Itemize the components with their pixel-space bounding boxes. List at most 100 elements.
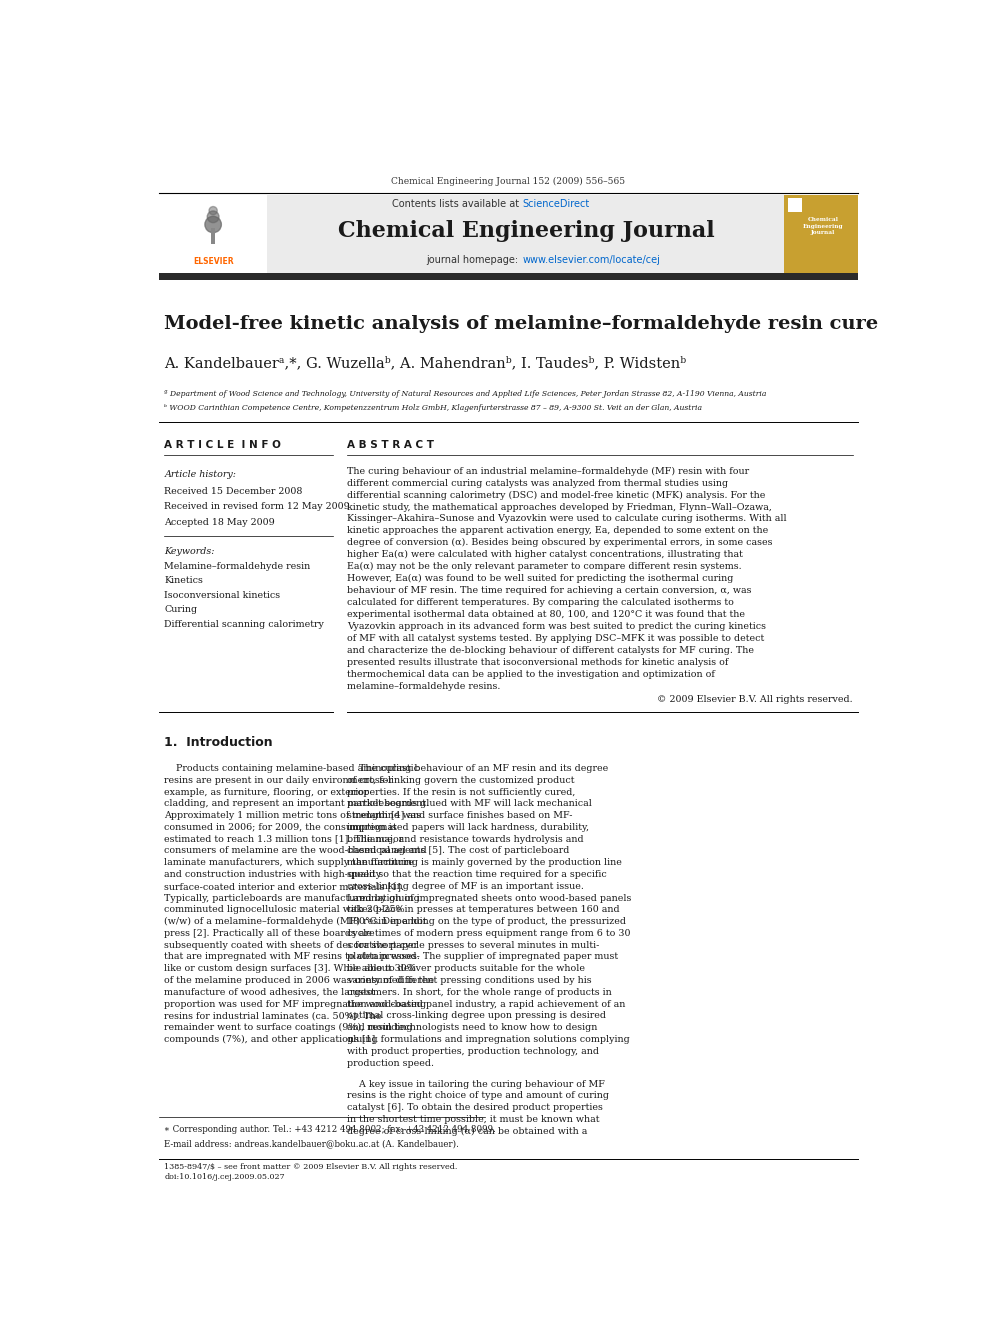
Text: A B S T R A C T: A B S T R A C T [347, 441, 434, 450]
Text: © 2009 Elsevier B.V. All rights reserved.: © 2009 Elsevier B.V. All rights reserved… [657, 695, 852, 704]
Text: Isoconversional kinetics: Isoconversional kinetics [165, 591, 281, 599]
Text: Received in revised form 12 May 2009: Received in revised form 12 May 2009 [165, 503, 350, 511]
Text: be able to deliver products suitable for the whole: be able to deliver products suitable for… [347, 964, 585, 974]
Text: Typically, particleboards are manufactured by gluing: Typically, particleboards are manufactur… [165, 893, 420, 902]
Text: cycle times of modern press equipment range from 6 to 30: cycle times of modern press equipment ra… [347, 929, 631, 938]
Text: www.elsevier.com/locate/cej: www.elsevier.com/locate/cej [523, 255, 661, 266]
Text: Chemical Engineering Journal 152 (2009) 556–565: Chemical Engineering Journal 152 (2009) … [391, 177, 626, 187]
Text: Products containing melamine-based aminoplastic: Products containing melamine-based amino… [165, 763, 420, 773]
Circle shape [205, 216, 221, 233]
Text: and characterize the de-blocking behaviour of different catalysts for MF curing.: and characterize the de-blocking behavio… [347, 646, 754, 655]
Text: thermochemical data can be applied to the investigation and optimization of: thermochemical data can be applied to th… [347, 669, 715, 679]
Text: Keywords:: Keywords: [165, 546, 215, 556]
Text: Article history:: Article history: [165, 470, 236, 479]
Text: estimated to reach 1.3 million tons [1]. The major: estimated to reach 1.3 million tons [1].… [165, 835, 404, 844]
Text: Ea(α) may not be the only relevant parameter to compare different resin systems.: Ea(α) may not be the only relevant param… [347, 562, 742, 572]
Text: customers. In short, for the whole range of products in: customers. In short, for the whole range… [347, 988, 612, 996]
Text: E-mail address: andreas.kandelbauer@boku.ac.at (A. Kandelbauer).: E-mail address: andreas.kandelbauer@boku… [165, 1139, 459, 1148]
Text: in the shortest time possible, it must be known what: in the shortest time possible, it must b… [347, 1115, 600, 1123]
Text: production speed.: production speed. [347, 1058, 434, 1068]
Text: manufacture of wood adhesives, the largest: manufacture of wood adhesives, the large… [165, 988, 375, 996]
Text: ScienceDirect: ScienceDirect [523, 200, 590, 209]
Text: 1.  Introduction: 1. Introduction [165, 736, 273, 749]
Text: degree of cross-linking (α) can be obtained with a: degree of cross-linking (α) can be obtai… [347, 1127, 587, 1135]
Text: resins for industrial laminates (ca. 50%). The: resins for industrial laminates (ca. 50%… [165, 1011, 382, 1020]
Text: higher Ea(α) were calculated with higher catalyst concentrations, illustrating t: higher Ea(α) were calculated with higher… [347, 550, 743, 560]
Text: consumers of melamine are the wood-based panel and: consumers of melamine are the wood-based… [165, 847, 427, 856]
Text: laminate manufacturers, which supply the furniture: laminate manufacturers, which supply the… [165, 859, 415, 868]
Bar [210, 229, 215, 243]
Text: Differential scanning calorimetry: Differential scanning calorimetry [165, 620, 324, 630]
Text: cross-linking degree of MF is an important issue.: cross-linking degree of MF is an importa… [347, 882, 584, 890]
Text: degree of conversion (α). Besides being obscured by experimental errors, in some: degree of conversion (α). Besides being … [347, 538, 773, 548]
Text: However, Ea(α) was found to be well suited for predicting the isothermal curing: However, Ea(α) was found to be well suit… [347, 574, 733, 583]
Text: proportion was used for MF impregnation and coating: proportion was used for MF impregnation … [165, 1000, 427, 1008]
Text: properties. If the resin is not sufficiently cured,: properties. If the resin is not sufficie… [347, 787, 575, 796]
Text: optimal cross-linking degree upon pressing is desired: optimal cross-linking degree upon pressi… [347, 1011, 606, 1020]
Text: Kissinger–Akahira–Sunose and Vyazovkin were used to calculate curing isotherms. : Kissinger–Akahira–Sunose and Vyazovkin w… [347, 515, 787, 524]
Text: calculated for different temperatures. By comparing the calculated isotherms to: calculated for different temperatures. B… [347, 598, 734, 607]
Text: that are impregnated with MF resins to obtain wood-: that are impregnated with MF resins to o… [165, 953, 421, 962]
Bar [159, 194, 858, 273]
Text: ª Department of Wood Science and Technology, University of Natural Resources and: ª Department of Wood Science and Technol… [165, 389, 767, 398]
Text: chemical agents [5]. The cost of particleboard: chemical agents [5]. The cost of particl… [347, 847, 569, 856]
Text: ᵇ WOOD Carinthian Competence Centre, Kompetenzzentrum Holz GmbH, Klagenfurterstr: ᵇ WOOD Carinthian Competence Centre, Kom… [165, 405, 702, 413]
Text: Chemical Engineering Journal: Chemical Engineering Journal [337, 220, 714, 242]
Text: A key issue in tailoring the curing behaviour of MF: A key issue in tailoring the curing beha… [347, 1080, 605, 1089]
Text: Kinetics: Kinetics [165, 577, 203, 585]
Text: subsequently coated with sheets of decorative paper: subsequently coated with sheets of decor… [165, 941, 419, 950]
Text: gluing formulations and impregnation solutions complying: gluing formulations and impregnation sol… [347, 1035, 630, 1044]
Text: particleboards glued with MF will lack mechanical: particleboards glued with MF will lack m… [347, 799, 592, 808]
Text: like or custom design surfaces [3]. While about 30%: like or custom design surfaces [3]. Whil… [165, 964, 416, 974]
Text: 1385-8947/$ – see front matter © 2009 Elsevier B.V. All rights reserved.: 1385-8947/$ – see front matter © 2009 El… [165, 1163, 457, 1171]
Circle shape [207, 210, 219, 222]
Text: and construction industries with high-quality: and construction industries with high-qu… [165, 871, 382, 878]
Text: Lamination of impregnated sheets onto wood-based panels: Lamination of impregnated sheets onto wo… [347, 893, 632, 902]
Text: kinetic study, the mathematical approaches developed by Friedman, Flynn–Wall–Oza: kinetic study, the mathematical approach… [347, 503, 772, 512]
Text: cladding, and represent an important market segment.: cladding, and represent an important mar… [165, 799, 430, 808]
Bar [785, 194, 858, 273]
Text: behaviour of MF resin. The time required for achieving a certain conversion, α, : behaviour of MF resin. The time required… [347, 586, 752, 595]
Text: Chemical
Engineering
Journal: Chemical Engineering Journal [803, 217, 843, 235]
Text: journal homepage:: journal homepage: [427, 255, 522, 266]
Text: comminuted lignocellulosic material with 20–25%: comminuted lignocellulosic material with… [165, 905, 405, 914]
Text: Accepted 18 May 2009: Accepted 18 May 2009 [165, 517, 275, 527]
Text: of the melamine produced in 2006 was consumed in the: of the melamine produced in 2006 was con… [165, 976, 434, 986]
Text: impregnated papers will lack hardness, durability,: impregnated papers will lack hardness, d… [347, 823, 589, 832]
Text: kinetic approaches the apparent activation energy, Ea, depended to some extent o: kinetic approaches the apparent activati… [347, 527, 769, 536]
Text: Contents lists available at: Contents lists available at [392, 200, 522, 209]
Text: with product properties, production technology, and: with product properties, production tech… [347, 1046, 599, 1056]
Text: variety of different pressing conditions used by his: variety of different pressing conditions… [347, 976, 592, 986]
Text: ELSEVIER: ELSEVIER [192, 258, 233, 266]
Text: Approximately 1 million metric tons of melamine was: Approximately 1 million metric tons of m… [165, 811, 422, 820]
Text: ∗ Corresponding author. Tel.: +43 4212 494 8002; fax: +43 4212 494 8099.: ∗ Corresponding author. Tel.: +43 4212 4… [165, 1126, 496, 1134]
Text: doi:10.1016/j.cej.2009.05.027: doi:10.1016/j.cej.2009.05.027 [165, 1172, 285, 1180]
Text: press [2]. Practically all of these boards are: press [2]. Practically all of these boar… [165, 929, 375, 938]
Text: resins is the right choice of type and amount of curing: resins is the right choice of type and a… [347, 1091, 609, 1101]
Text: speed so that the reaction time required for a specific: speed so that the reaction time required… [347, 871, 607, 878]
Text: of MF with all catalyst systems tested. By applying DSC–MFK it was possible to d: of MF with all catalyst systems tested. … [347, 634, 765, 643]
Text: presented results illustrate that isoconversional methods for kinetic analysis o: presented results illustrate that isocon… [347, 658, 728, 667]
Text: s for short-cycle presses to several minutes in multi-: s for short-cycle presses to several min… [347, 941, 599, 950]
Text: manufacturing is mainly governed by the production line: manufacturing is mainly governed by the … [347, 859, 622, 868]
Text: example, as furniture, flooring, or exterior: example, as furniture, flooring, or exte… [165, 787, 369, 796]
Text: Melamine–formaldehyde resin: Melamine–formaldehyde resin [165, 561, 310, 570]
Text: consumed in 2006; for 2009, the consumption is: consumed in 2006; for 2009, the consumpt… [165, 823, 397, 832]
Text: strength [4] and surface finishes based on MF-: strength [4] and surface finishes based … [347, 811, 572, 820]
Text: A R T I C L E  I N F O: A R T I C L E I N F O [165, 441, 281, 450]
Text: A. Kandelbauerᵃ,*, G. Wuzellaᵇ, A. Mahendranᵇ, I. Taudesᵇ, P. Widstenᵇ: A. Kandelbauerᵃ,*, G. Wuzellaᵇ, A. Mahen… [165, 356, 686, 370]
Text: The curing behaviour of an MF resin and its degree: The curing behaviour of an MF resin and … [347, 763, 608, 773]
Text: Vyazovkin approach in its advanced form was best suited to predict the curing ki: Vyazovkin approach in its advanced form … [347, 622, 766, 631]
Text: brilliance, and resistance towards hydrolysis and: brilliance, and resistance towards hydro… [347, 835, 584, 844]
Text: takes place in presses at temperatures between 160 and: takes place in presses at temperatures b… [347, 905, 620, 914]
Text: resins are present in our daily environment, for: resins are present in our daily environm… [165, 775, 393, 785]
Text: experimental isothermal data obtained at 80, 100, and 120°C it was found that th: experimental isothermal data obtained at… [347, 610, 745, 619]
Text: 180°C. Depending on the type of product, the pressurized: 180°C. Depending on the type of product,… [347, 917, 626, 926]
Text: and resin technologists need to know how to design: and resin technologists need to know how… [347, 1023, 597, 1032]
Text: platen presses. The supplier of impregnated paper must: platen presses. The supplier of impregna… [347, 953, 618, 962]
Bar [789, 198, 803, 212]
Text: The curing behaviour of an industrial melamine–formaldehyde (MF) resin with four: The curing behaviour of an industrial me… [347, 467, 749, 476]
Text: catalyst [6]. To obtain the desired product properties: catalyst [6]. To obtain the desired prod… [347, 1103, 603, 1113]
Text: differential scanning calorimetry (DSC) and model-free kinetic (MFK) analysis. F: differential scanning calorimetry (DSC) … [347, 491, 766, 500]
Circle shape [209, 206, 217, 214]
